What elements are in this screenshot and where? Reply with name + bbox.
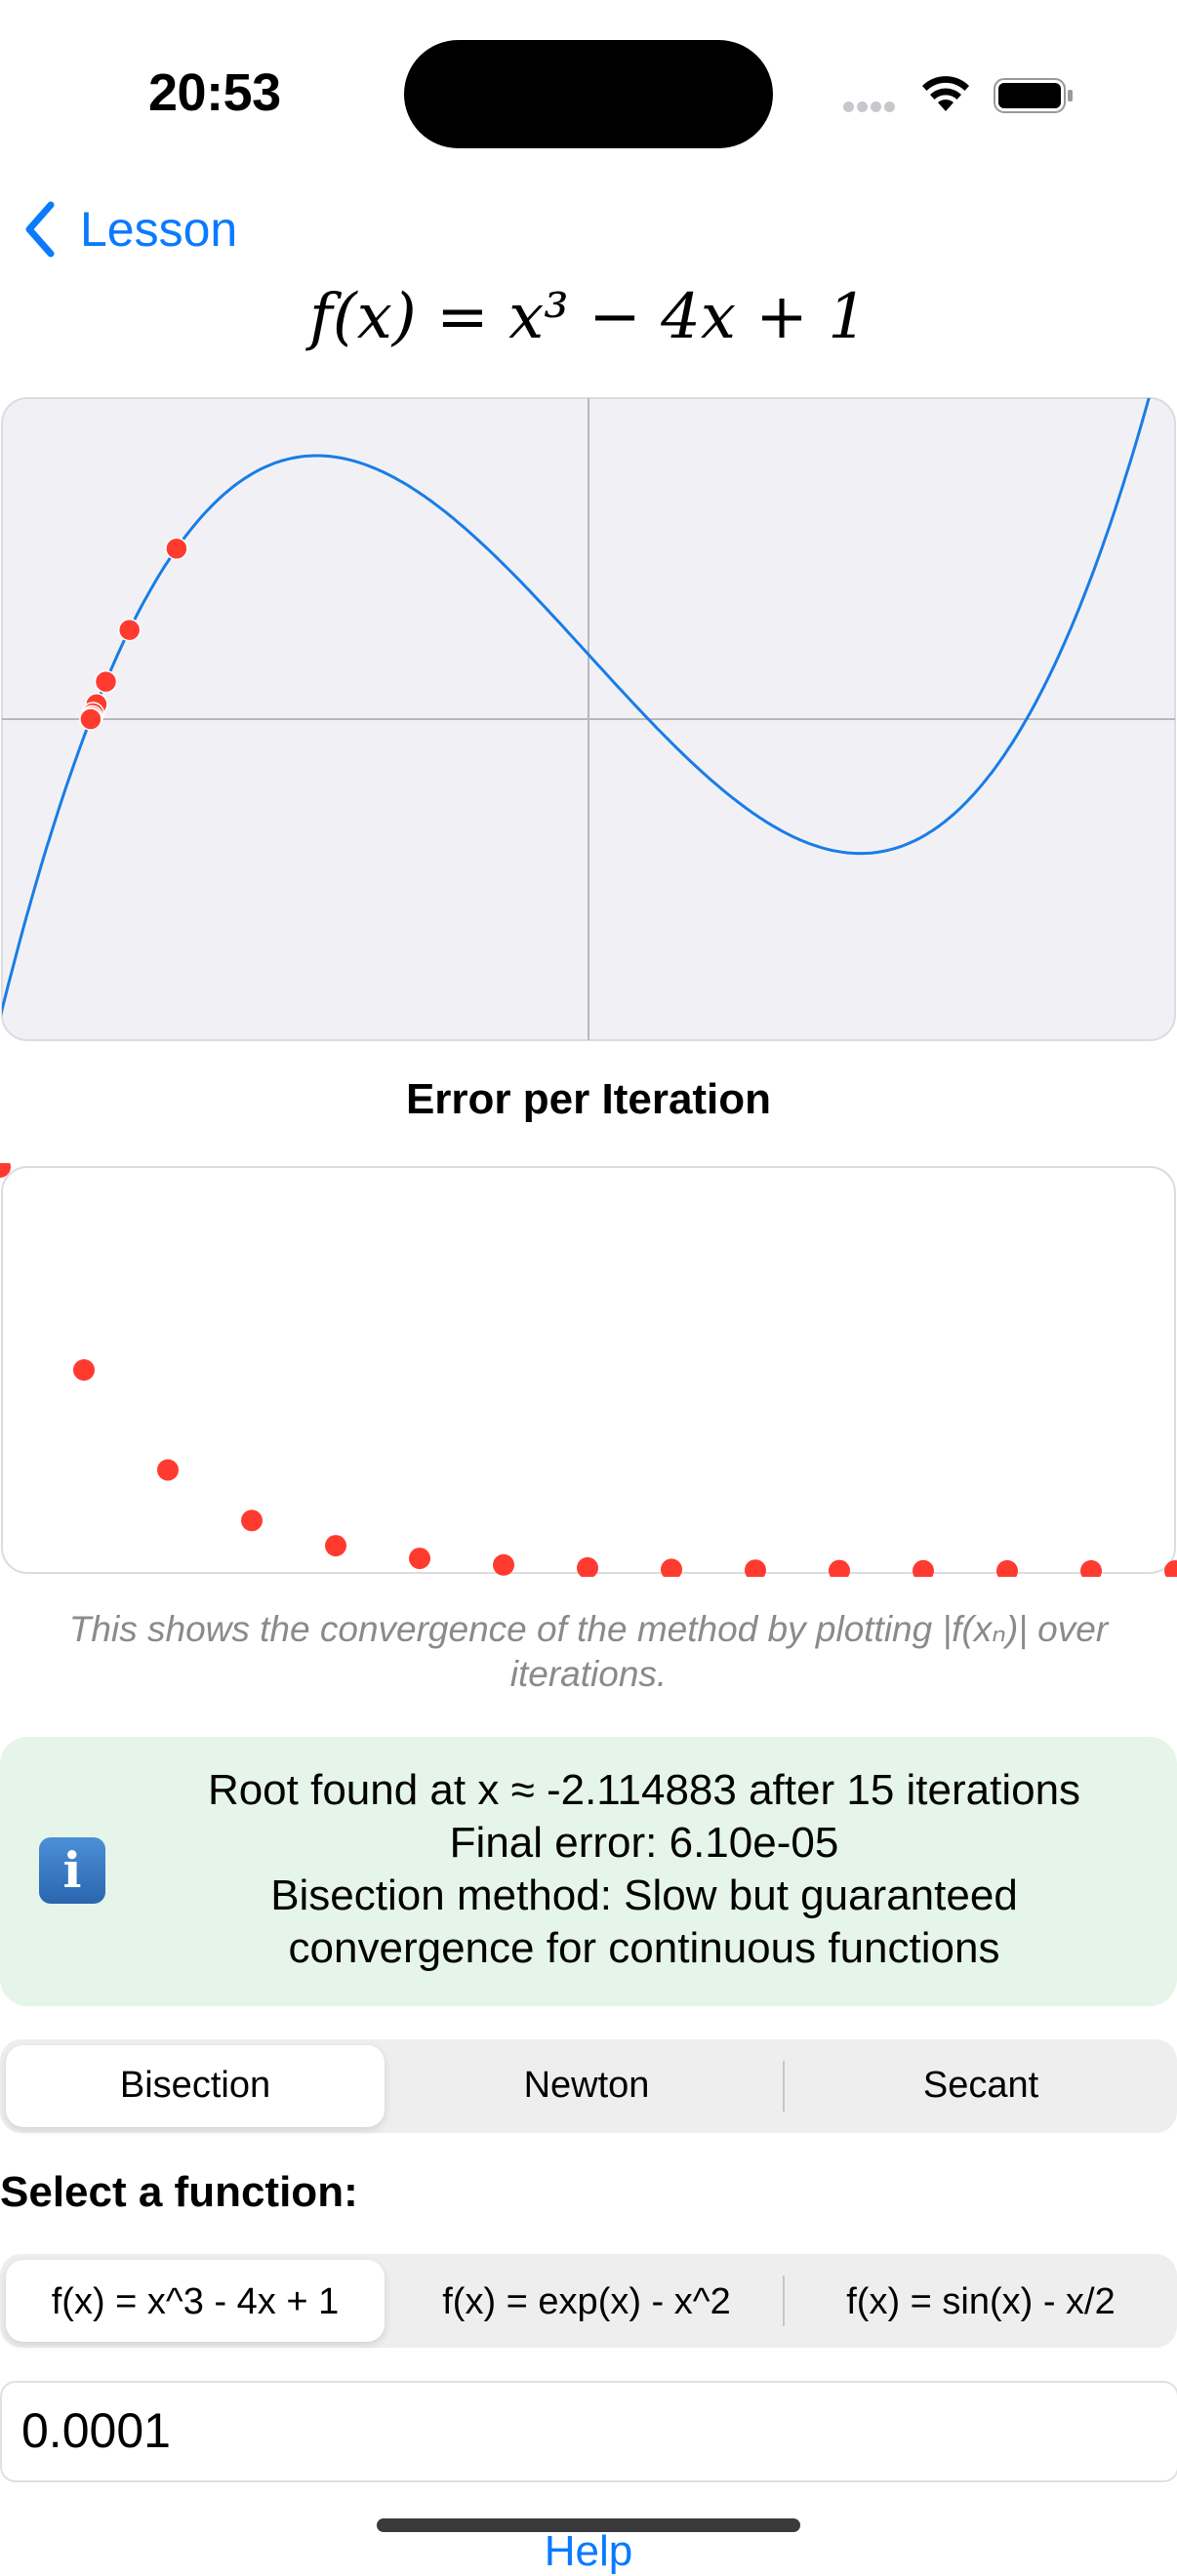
back-label: Lesson xyxy=(80,202,238,257)
tolerance-input[interactable] xyxy=(0,2381,1177,2482)
select-function-label: Select a function: xyxy=(0,2168,358,2216)
error-point xyxy=(409,1548,430,1570)
error-point xyxy=(157,1459,179,1481)
error-point xyxy=(1164,1560,1177,1577)
back-button[interactable]: Lesson xyxy=(23,195,237,263)
error-chart[interactable] xyxy=(0,1163,1177,1577)
function-plot[interactable] xyxy=(0,396,1177,1042)
function-formula: f(x) = x³ − 4x + 1 xyxy=(309,281,868,353)
result-line-3: Bisection method: Slow but guaranteed xyxy=(270,1872,1018,1919)
error-chart-background xyxy=(1,1166,1176,1574)
error-point xyxy=(829,1559,850,1577)
error-point xyxy=(493,1553,514,1576)
iteration-point xyxy=(94,669,118,694)
segment-divider xyxy=(783,2275,785,2326)
error-point xyxy=(745,1559,766,1577)
wifi-icon xyxy=(921,76,970,118)
iteration-point xyxy=(117,618,142,642)
result-line-4: convergence for continuous functions xyxy=(288,1924,1000,1972)
segment-function-1-label: f(x) = x^3 - 4x + 1 xyxy=(51,2281,340,2322)
chart-caption: This shows the convergence of the method… xyxy=(0,1607,1177,1697)
info-icon: i xyxy=(39,1837,105,1904)
caption-line-1: This shows the convergence of the method… xyxy=(68,1609,1109,1649)
function-curve xyxy=(2,398,1175,1019)
error-point xyxy=(1080,1559,1102,1577)
result-info-box xyxy=(0,1737,1177,2006)
result-line-1: Root found at x ≈ -2.114883 after 15 ite… xyxy=(207,1766,1081,1814)
segment-divider xyxy=(783,2061,785,2112)
segment-function-3[interactable]: f(x) = sin(x) - x/2 xyxy=(846,2281,1116,2322)
cellular-signal-icon xyxy=(843,100,898,117)
help-button[interactable]: Help xyxy=(544,2527,633,2575)
chevron-left-icon xyxy=(25,201,55,258)
status-time: 20:53 xyxy=(148,63,281,122)
segment-function-2[interactable]: f(x) = exp(x) - x^2 xyxy=(442,2281,731,2322)
result-line-2: Final error: 6.10e-05 xyxy=(449,1819,839,1867)
segment-bisection[interactable] xyxy=(6,2045,385,2127)
iteration-point xyxy=(79,707,102,731)
caption-line-2: iterations. xyxy=(509,1654,668,1694)
error-point xyxy=(0,1163,11,1178)
tolerance-value: 0.0001 xyxy=(21,2403,171,2458)
result-text: Root found at x ≈ -2.114883 after 15 ite… xyxy=(146,1764,1142,1975)
segment-bisection-label: Bisection xyxy=(119,2065,271,2106)
error-point xyxy=(996,1559,1018,1577)
dynamic-island xyxy=(404,40,773,148)
segment-newton[interactable]: Newton xyxy=(523,2065,650,2106)
segment-function-1[interactable] xyxy=(6,2260,385,2342)
error-point xyxy=(325,1535,346,1557)
error-point xyxy=(577,1556,598,1577)
iteration-point xyxy=(165,537,188,560)
error-point xyxy=(913,1559,934,1577)
segment-secant[interactable]: Secant xyxy=(922,2065,1039,2106)
battery-icon xyxy=(994,78,1074,118)
error-point xyxy=(661,1558,682,1577)
error-point xyxy=(73,1359,95,1381)
error-chart-title: Error per Iteration xyxy=(405,1075,772,1123)
home-indicator xyxy=(377,2518,800,2532)
error-point xyxy=(241,1509,263,1532)
